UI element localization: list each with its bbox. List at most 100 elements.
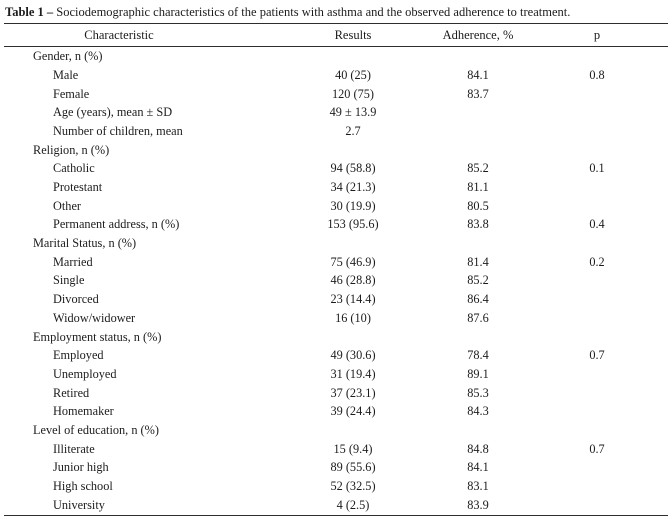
table-row: Employed 49 (30.6) 78.4 0.7 (4, 346, 668, 365)
characteristic-cell: Employed (53, 348, 104, 363)
adherence-cell (416, 141, 540, 160)
column-header-characteristic: Characteristic (4, 23, 290, 48)
p-value-cell (540, 496, 668, 515)
results-cell: 16 (10) (335, 310, 371, 325)
characteristic-cell: Junior high (53, 460, 109, 475)
adherence-cell: 84.8 (467, 441, 489, 456)
results-cell: 49 ± 13.9 (329, 105, 377, 120)
group-row: Gender, n (%) (4, 47, 668, 66)
adherence-cell: 84.1 (467, 460, 489, 475)
characteristic-cell: Employment status, n (%) (33, 329, 162, 344)
p-value-cell (540, 47, 668, 66)
characteristic-cell: Male (53, 67, 79, 82)
adherence-cell: 81.1 (467, 180, 489, 195)
p-value-cell (540, 365, 668, 384)
table-row: Unemployed 31 (19.4) 89.1 (4, 365, 668, 384)
adherence-cell: 86.4 (467, 292, 489, 307)
results-cell: 94 (58.8) (330, 161, 376, 176)
p-value-cell (540, 384, 668, 403)
characteristic-cell: Religion, n (%) (33, 142, 110, 157)
results-cell: 52 (32.5) (330, 479, 376, 494)
adherence-cell: 80.5 (467, 198, 489, 213)
header-row: Characteristic Results Adherence, % p (4, 23, 668, 48)
table-caption-text: Sociodemographic characteristics of the … (53, 5, 571, 19)
characteristic-cell: Married (53, 254, 93, 269)
results-cell (290, 47, 416, 66)
table-row: Married 75 (46.9) 81.4 0.2 (4, 253, 668, 272)
group-row: Level of education, n (%) (4, 421, 668, 440)
adherence-cell: 78.4 (467, 348, 489, 363)
characteristic-cell: Other (53, 198, 81, 213)
table-row: Female 120 (75) 83.7 (4, 85, 668, 104)
characteristic-cell: Age (years), mean ± SD (53, 105, 173, 120)
sociodemographic-table: Characteristic Results Adherence, % p Ge… (4, 23, 668, 516)
p-value-cell (540, 85, 668, 104)
adherence-cell (416, 328, 540, 347)
results-cell: 23 (14.4) (330, 292, 376, 307)
p-value-cell (540, 122, 668, 141)
characteristic-cell: Level of education, n (%) (33, 422, 159, 437)
results-cell (290, 234, 416, 253)
p-value-cell: 0.1 (589, 161, 605, 176)
p-value-cell (540, 290, 668, 309)
characteristic-cell: High school (53, 479, 113, 494)
characteristic-cell: Protestant (53, 180, 103, 195)
adherence-cell (416, 47, 540, 66)
characteristic-cell: Single (53, 273, 85, 288)
characteristic-cell: Gender, n (%) (33, 49, 103, 64)
p-value-cell: 0.7 (589, 348, 605, 363)
p-value-cell (540, 328, 668, 347)
characteristic-cell: Homemaker (53, 404, 114, 419)
p-value-cell (540, 402, 668, 421)
results-cell: 15 (9.4) (333, 441, 373, 456)
adherence-cell: 87.6 (467, 310, 489, 325)
table-row: Age (years), mean ± SD 49 ± 13.9 (4, 103, 668, 122)
adherence-cell: 85.2 (467, 273, 489, 288)
table-row: Retired 37 (23.1) 85.3 (4, 384, 668, 403)
p-value-cell (540, 103, 668, 122)
table-row: Protestant 34 (21.3) 81.1 (4, 178, 668, 197)
table-row: Illiterate 15 (9.4) 84.8 0.7 (4, 440, 668, 459)
characteristic-cell: Marital Status, n (%) (33, 236, 137, 251)
characteristic-cell: Unemployed (53, 366, 117, 381)
table-row: Other 30 (19.9) 80.5 (4, 197, 668, 216)
characteristic-cell: Illiterate (53, 441, 95, 456)
p-value-cell (540, 178, 668, 197)
group-row: Religion, n (%) (4, 141, 668, 160)
p-value-cell: 0.2 (589, 254, 605, 269)
results-cell: 40 (25) (335, 67, 371, 82)
results-cell: 75 (46.9) (330, 254, 376, 269)
characteristic-cell: Female (53, 86, 90, 101)
results-cell: 34 (21.3) (330, 180, 376, 195)
table-row: Single 46 (28.8) 85.2 (4, 272, 668, 291)
table-row: Widow/widower 16 (10) 87.6 (4, 309, 668, 328)
adherence-cell: 83.1 (467, 479, 489, 494)
adherence-cell: 83.9 (467, 497, 489, 512)
p-value-cell (540, 197, 668, 216)
table-row: High school 52 (32.5) 83.1 (4, 477, 668, 496)
group-row: Marital Status, n (%) (4, 234, 668, 253)
results-cell (290, 328, 416, 347)
table-caption-label: Table 1 – (5, 5, 54, 19)
table-row: Divorced 23 (14.4) 86.4 (4, 290, 668, 309)
group-row: Employment status, n (%) (4, 328, 668, 347)
table-row: Junior high 89 (55.6) 84.1 (4, 459, 668, 478)
results-cell: 120 (75) (331, 86, 374, 101)
p-value-cell (540, 141, 668, 160)
table-row: Male 40 (25) 84.1 0.8 (4, 66, 668, 85)
adherence-cell: 84.3 (467, 404, 489, 419)
table-row: Catholic 94 (58.8) 85.2 0.1 (4, 160, 668, 179)
characteristic-cell: Number of children, mean (53, 123, 183, 138)
results-cell: 2.7 (345, 123, 361, 138)
results-cell: 37 (23.1) (330, 385, 376, 400)
characteristic-cell: Divorced (53, 292, 99, 307)
adherence-cell (416, 103, 540, 122)
adherence-cell: 85.2 (467, 161, 489, 176)
table-row: Number of children, mean 2.7 (4, 122, 668, 141)
results-cell: 49 (30.6) (330, 348, 376, 363)
results-cell (290, 141, 416, 160)
p-value-cell (540, 234, 668, 253)
adherence-cell (416, 122, 540, 141)
p-value-cell: 0.4 (589, 217, 605, 232)
